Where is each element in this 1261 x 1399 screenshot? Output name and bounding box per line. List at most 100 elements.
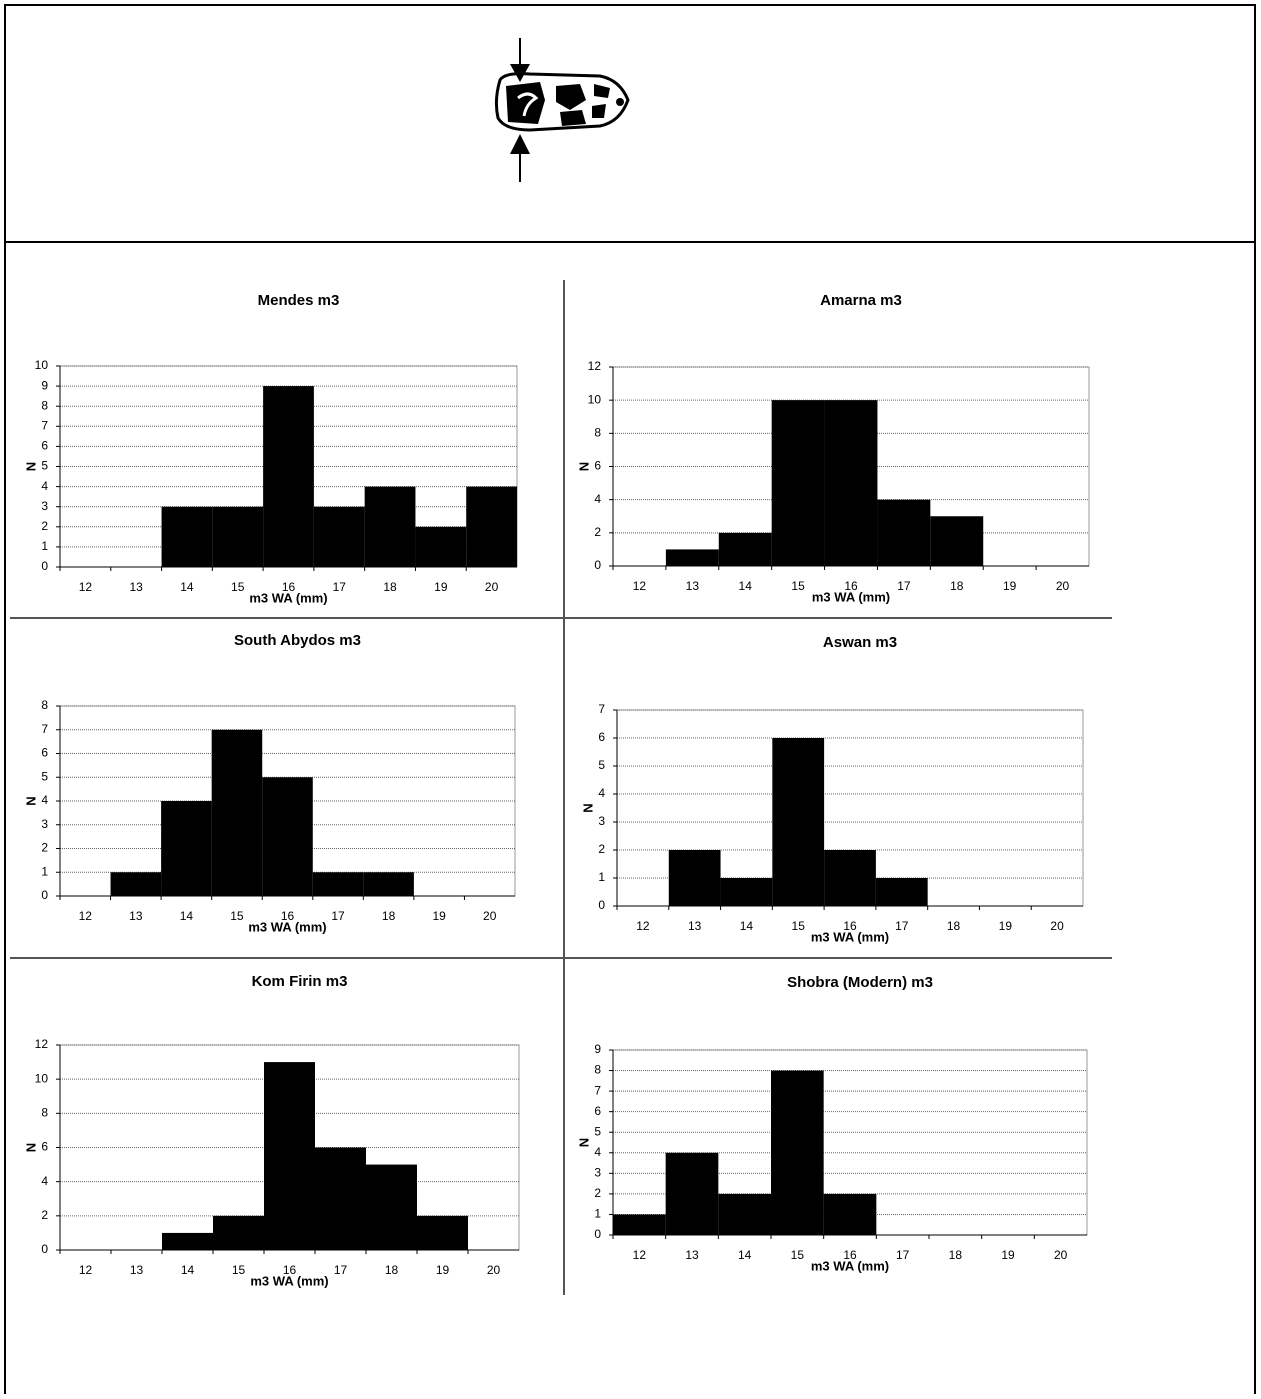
y-tick-label: 0 bbox=[594, 1227, 601, 1241]
bar bbox=[665, 549, 719, 566]
y-tick-label: 2 bbox=[594, 1186, 601, 1200]
y-tick-label: 2 bbox=[41, 841, 48, 855]
bar bbox=[315, 1147, 366, 1250]
y-tick-label: 6 bbox=[598, 730, 605, 744]
x-tick-label: 19 bbox=[999, 919, 1013, 933]
y-tick-label: 4 bbox=[598, 786, 605, 800]
y-tick-label: 4 bbox=[594, 1145, 601, 1159]
x-tick-label: 16 bbox=[283, 1263, 297, 1277]
x-tick-label: 20 bbox=[483, 909, 497, 923]
x-axis-label: m3 WA (mm) bbox=[812, 589, 890, 604]
y-tick-label: 4 bbox=[41, 479, 48, 493]
x-tick-label: 15 bbox=[232, 1263, 246, 1277]
x-tick-label: 14 bbox=[739, 579, 753, 593]
chart-title: South Abydos m3 bbox=[234, 632, 361, 649]
y-axis-label: N bbox=[23, 796, 38, 805]
x-tick-label: 15 bbox=[231, 580, 245, 594]
x-tick-label: 17 bbox=[333, 580, 347, 594]
y-tick-label: 1 bbox=[594, 1207, 601, 1221]
x-tick-label: 19 bbox=[432, 909, 446, 923]
x-tick-label: 13 bbox=[129, 580, 143, 594]
x-tick-label: 19 bbox=[1001, 1248, 1015, 1262]
frame bbox=[4, 4, 1256, 1398]
bar bbox=[211, 729, 263, 896]
tooth-illustration bbox=[494, 38, 630, 182]
bar bbox=[824, 850, 876, 906]
y-tick-label: 3 bbox=[594, 1166, 601, 1180]
bar bbox=[823, 1193, 877, 1235]
x-axis-label: m3 WA (mm) bbox=[249, 590, 327, 605]
x-tick-label: 19 bbox=[434, 580, 448, 594]
bar bbox=[718, 1193, 771, 1235]
bar bbox=[162, 1232, 213, 1250]
y-tick-label: 9 bbox=[41, 378, 48, 392]
bar bbox=[668, 850, 721, 906]
y-tick-label: 10 bbox=[35, 358, 49, 372]
y-tick-label: 12 bbox=[588, 359, 602, 373]
y-axis-label: N bbox=[576, 462, 591, 471]
bar bbox=[161, 506, 213, 567]
x-tick-label: 20 bbox=[1050, 919, 1064, 933]
x-tick-label: 18 bbox=[949, 1248, 963, 1262]
x-axis-label: m3 WA (mm) bbox=[811, 1258, 889, 1273]
chart-title: Amarna m3 bbox=[820, 292, 902, 309]
x-tick-label: 17 bbox=[897, 579, 911, 593]
x-tick-label: 15 bbox=[230, 909, 244, 923]
y-tick-label: 9 bbox=[594, 1042, 601, 1056]
bar bbox=[877, 499, 931, 566]
bar bbox=[263, 386, 314, 567]
bar bbox=[720, 878, 773, 906]
x-tick-label: 13 bbox=[685, 1248, 699, 1262]
x-axis-label: m3 WA (mm) bbox=[811, 929, 889, 944]
y-tick-label: 7 bbox=[598, 702, 605, 716]
x-tick-label: 14 bbox=[180, 580, 194, 594]
x-tick-label: 18 bbox=[947, 919, 961, 933]
x-tick-label: 20 bbox=[485, 580, 499, 594]
x-tick-label: 16 bbox=[281, 909, 295, 923]
x-tick-label: 18 bbox=[950, 579, 964, 593]
x-tick-label: 16 bbox=[843, 919, 857, 933]
bar bbox=[313, 506, 365, 567]
y-tick-label: 10 bbox=[35, 1071, 49, 1085]
y-tick-label: 0 bbox=[41, 888, 48, 902]
bar bbox=[772, 738, 825, 906]
bar bbox=[718, 532, 772, 566]
bar bbox=[110, 872, 162, 896]
bar bbox=[930, 516, 984, 566]
y-axis-label: N bbox=[580, 803, 595, 812]
x-axis-label: m3 WA (mm) bbox=[248, 919, 326, 934]
y-tick-label: 0 bbox=[41, 559, 48, 573]
y-tick-label: 5 bbox=[594, 1124, 601, 1138]
x-tick-label: 17 bbox=[895, 919, 909, 933]
bar bbox=[824, 400, 878, 566]
y-axis-label: N bbox=[23, 1143, 38, 1152]
x-tick-label: 12 bbox=[633, 579, 647, 593]
chart-title: Mendes m3 bbox=[258, 292, 340, 309]
x-tick-label: 14 bbox=[181, 1263, 195, 1277]
x-axis-label: m3 WA (mm) bbox=[250, 1273, 328, 1288]
chart-title: Shobra (Modern) m3 bbox=[787, 974, 933, 991]
panel-grid bbox=[10, 280, 1112, 1295]
bar bbox=[264, 1062, 315, 1250]
bar bbox=[366, 1164, 417, 1250]
x-tick-label: 16 bbox=[844, 579, 858, 593]
x-tick-label: 14 bbox=[740, 919, 754, 933]
x-tick-label: 12 bbox=[79, 580, 93, 594]
x-tick-label: 15 bbox=[791, 1248, 805, 1262]
x-tick-label: 13 bbox=[686, 579, 700, 593]
y-tick-label: 7 bbox=[41, 722, 48, 736]
x-tick-label: 19 bbox=[436, 1263, 450, 1277]
x-tick-label: 12 bbox=[79, 1263, 93, 1277]
y-tick-label: 8 bbox=[594, 1063, 601, 1077]
x-tick-label: 15 bbox=[791, 579, 805, 593]
bar bbox=[771, 1070, 824, 1235]
x-tick-label: 14 bbox=[180, 909, 194, 923]
x-tick-label: 20 bbox=[487, 1263, 501, 1277]
bar bbox=[415, 526, 467, 567]
y-tick-label: 5 bbox=[598, 758, 605, 772]
y-tick-label: 12 bbox=[35, 1037, 49, 1051]
x-tick-label: 17 bbox=[331, 909, 345, 923]
y-tick-label: 1 bbox=[41, 864, 48, 878]
x-tick-label: 16 bbox=[282, 580, 296, 594]
